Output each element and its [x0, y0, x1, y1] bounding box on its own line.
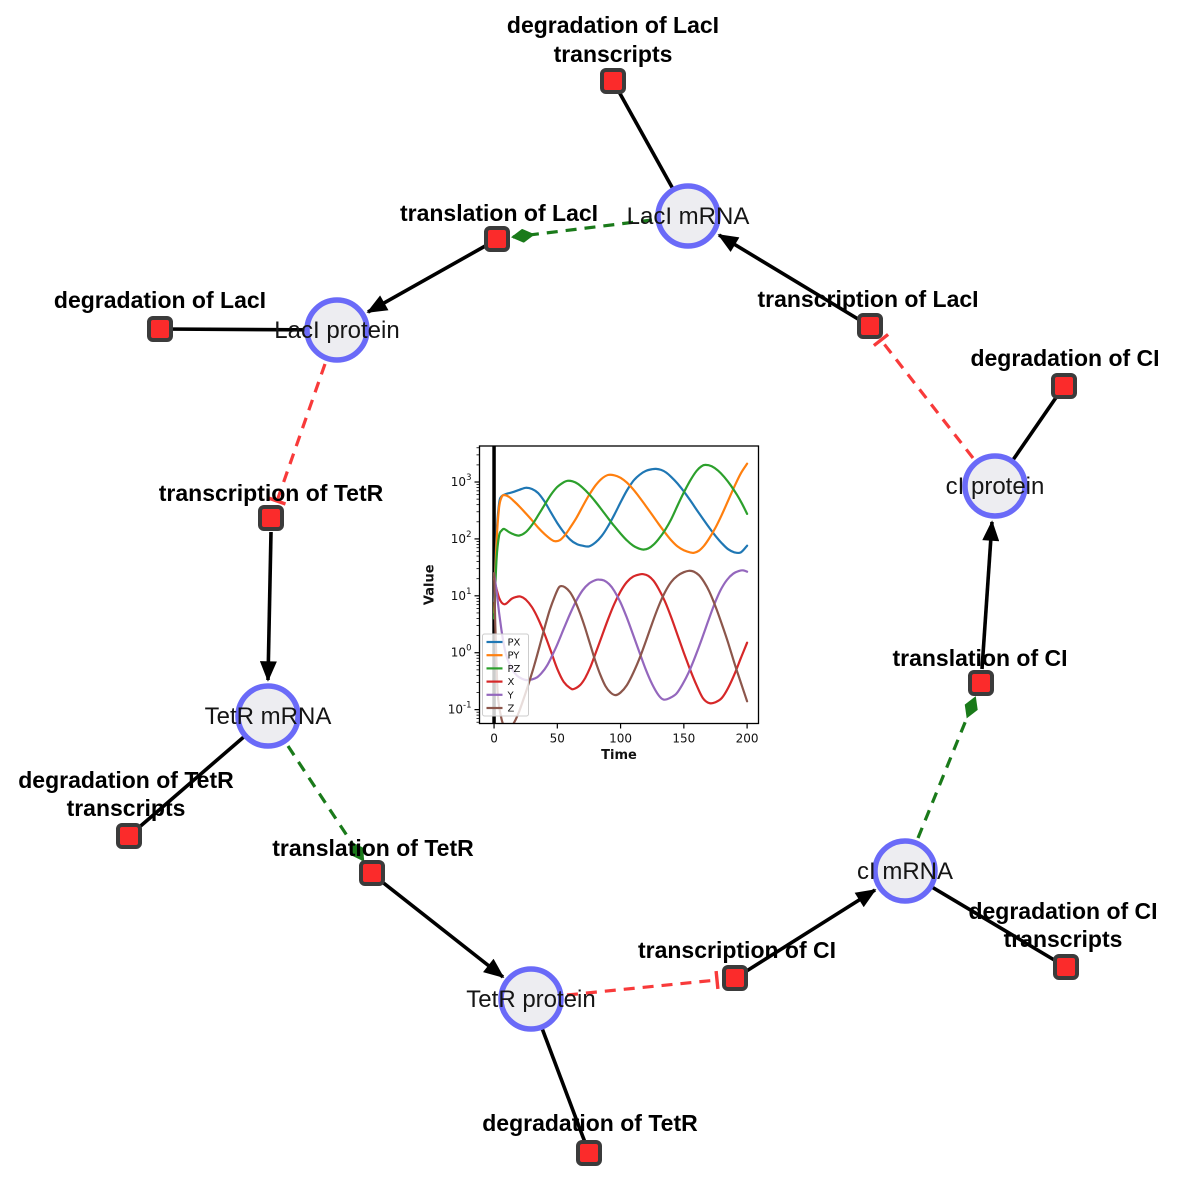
reaction-label: translation of LacI [400, 200, 598, 226]
reaction-node-transcription-laci[interactable] [857, 313, 883, 339]
species-layer [235, 183, 1028, 1032]
svg-text:101: 101 [451, 587, 472, 603]
legend-entry-PZ: PZ [508, 664, 521, 675]
modifier-tetr-mrna-to-translation-tetr [286, 745, 365, 862]
y-axis: 103 102 101 100 10-1 [448, 447, 480, 723]
edge-transcription-ci-to-ci-mrna [744, 888, 877, 974]
plot-legend: PX PY PZ XYZ [482, 633, 529, 717]
reaction-label: degradation of TetR [482, 1110, 698, 1136]
reaction-label: translation of TetR [272, 835, 474, 861]
svg-text:100: 100 [609, 732, 632, 746]
plot-frame [478, 445, 760, 725]
label-layer: degradation of LacI transcripts translat… [18, 12, 1159, 1136]
edge-translation-tetr-to-tetr-protein [379, 879, 505, 979]
legend-entry-PY: PY [508, 651, 521, 662]
edge-transcription-tetr-to-tetr-mrna [259, 531, 277, 682]
svg-text:0: 0 [490, 732, 498, 746]
y-axis-label: Value [423, 564, 438, 605]
species-node-laci-protein[interactable] [304, 297, 370, 363]
reaction-node-degradation-laci[interactable] [147, 316, 173, 342]
reaction-label: transcripts [67, 795, 186, 821]
reaction-node-degradation-tetr[interactable] [576, 1140, 602, 1166]
reaction-node-translation-ci[interactable] [968, 670, 994, 696]
simulation-plot: 0 50 100 150 20010310210110010-1TimeValuePXP… [423, 445, 760, 763]
reaction-label: degradation of LacI [507, 12, 719, 38]
reaction-layer [116, 68, 1079, 1166]
x-axis: 0 50 100 150 200 [490, 723, 759, 746]
reaction-label: translation of CI [892, 645, 1067, 671]
legend-entry-Z: Z [508, 704, 515, 715]
svg-text:102: 102 [451, 530, 472, 546]
reaction-node-translation-laci[interactable] [484, 226, 510, 252]
species-label: LacI protein [274, 317, 399, 344]
edge-translation-ci-to-ci-protein [980, 520, 1000, 670]
curve-PY [493, 462, 749, 614]
reaction-label: transcription of CI [638, 937, 836, 963]
reaction-label: transcripts [1004, 926, 1123, 952]
reaction-label: degradation of CI [970, 345, 1159, 371]
species-node-ci-protein[interactable] [962, 453, 1028, 519]
legend-entry-PX: PX [508, 638, 521, 649]
svg-text:10-1: 10-1 [448, 701, 472, 717]
inhibition-ci-protein-to-transcription-laci [872, 333, 975, 459]
species-label: TetR mRNA [205, 703, 332, 730]
reaction-label: degradation of CI [968, 898, 1157, 924]
species-node-ci-mrna[interactable] [872, 838, 938, 904]
species-label: cI protein [946, 473, 1045, 500]
curve-X [493, 572, 749, 705]
species-label: cI mRNA [857, 858, 953, 885]
reaction-label: degradation of LacI [54, 287, 266, 313]
species-label: LacI mRNA [627, 203, 750, 230]
svg-text:103: 103 [451, 473, 472, 489]
svg-text:150: 150 [672, 732, 695, 746]
reaction-node-degradation-ci-transcripts[interactable] [1053, 954, 1079, 980]
curve-PX [493, 467, 749, 603]
svg-text:50: 50 [550, 732, 565, 746]
reaction-label: degradation of TetR [18, 767, 234, 793]
reaction-node-transcription-tetr[interactable] [258, 505, 284, 531]
species-label: TetR protein [466, 986, 595, 1013]
legend-entry-X: X [508, 677, 515, 688]
reaction-node-degradation-laci-transcripts[interactable] [600, 68, 626, 94]
x-axis-label: Time [601, 748, 637, 763]
reaction-node-degradation-tetr-transcripts[interactable] [116, 823, 142, 849]
modifier-ci-mrna-to-translation-ci [916, 696, 978, 839]
reaction-label: transcripts [554, 41, 673, 67]
reaction-node-transcription-ci[interactable] [722, 965, 748, 991]
reaction-node-degradation-ci[interactable] [1051, 373, 1077, 399]
reaction-node-translation-tetr[interactable] [359, 860, 385, 886]
reaction-label: transcription of LacI [757, 286, 978, 312]
svg-text:200: 200 [736, 732, 759, 746]
species-node-laci-mrna[interactable] [655, 183, 721, 249]
modifier-laci-mrna-to-translation-laci [511, 218, 653, 243]
edge-translation-laci-to-laci-protein [366, 243, 488, 314]
species-node-tetr-mrna[interactable] [235, 683, 301, 749]
species-node-tetr-protein[interactable] [498, 966, 564, 1032]
inhibition-laci-protein-to-transcription-tetr [267, 363, 327, 506]
curve-PZ [493, 463, 749, 620]
svg-text:100: 100 [451, 644, 472, 660]
edge-transcription-laci-to-laci-mrna [717, 233, 859, 321]
inhibition-tetr-protein-to-transcription-ci [566, 970, 720, 997]
reaction-label: transcription of TetR [159, 480, 384, 506]
legend-entry-Y: Y [507, 690, 515, 701]
